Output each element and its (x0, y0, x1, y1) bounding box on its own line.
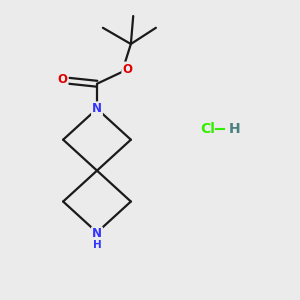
Text: Cl: Cl (200, 122, 215, 136)
Text: H: H (93, 240, 101, 250)
Text: H: H (229, 122, 241, 136)
Text: O: O (122, 62, 132, 76)
Text: O: O (58, 73, 68, 86)
Text: N: N (92, 227, 102, 240)
Text: N: N (92, 102, 102, 115)
